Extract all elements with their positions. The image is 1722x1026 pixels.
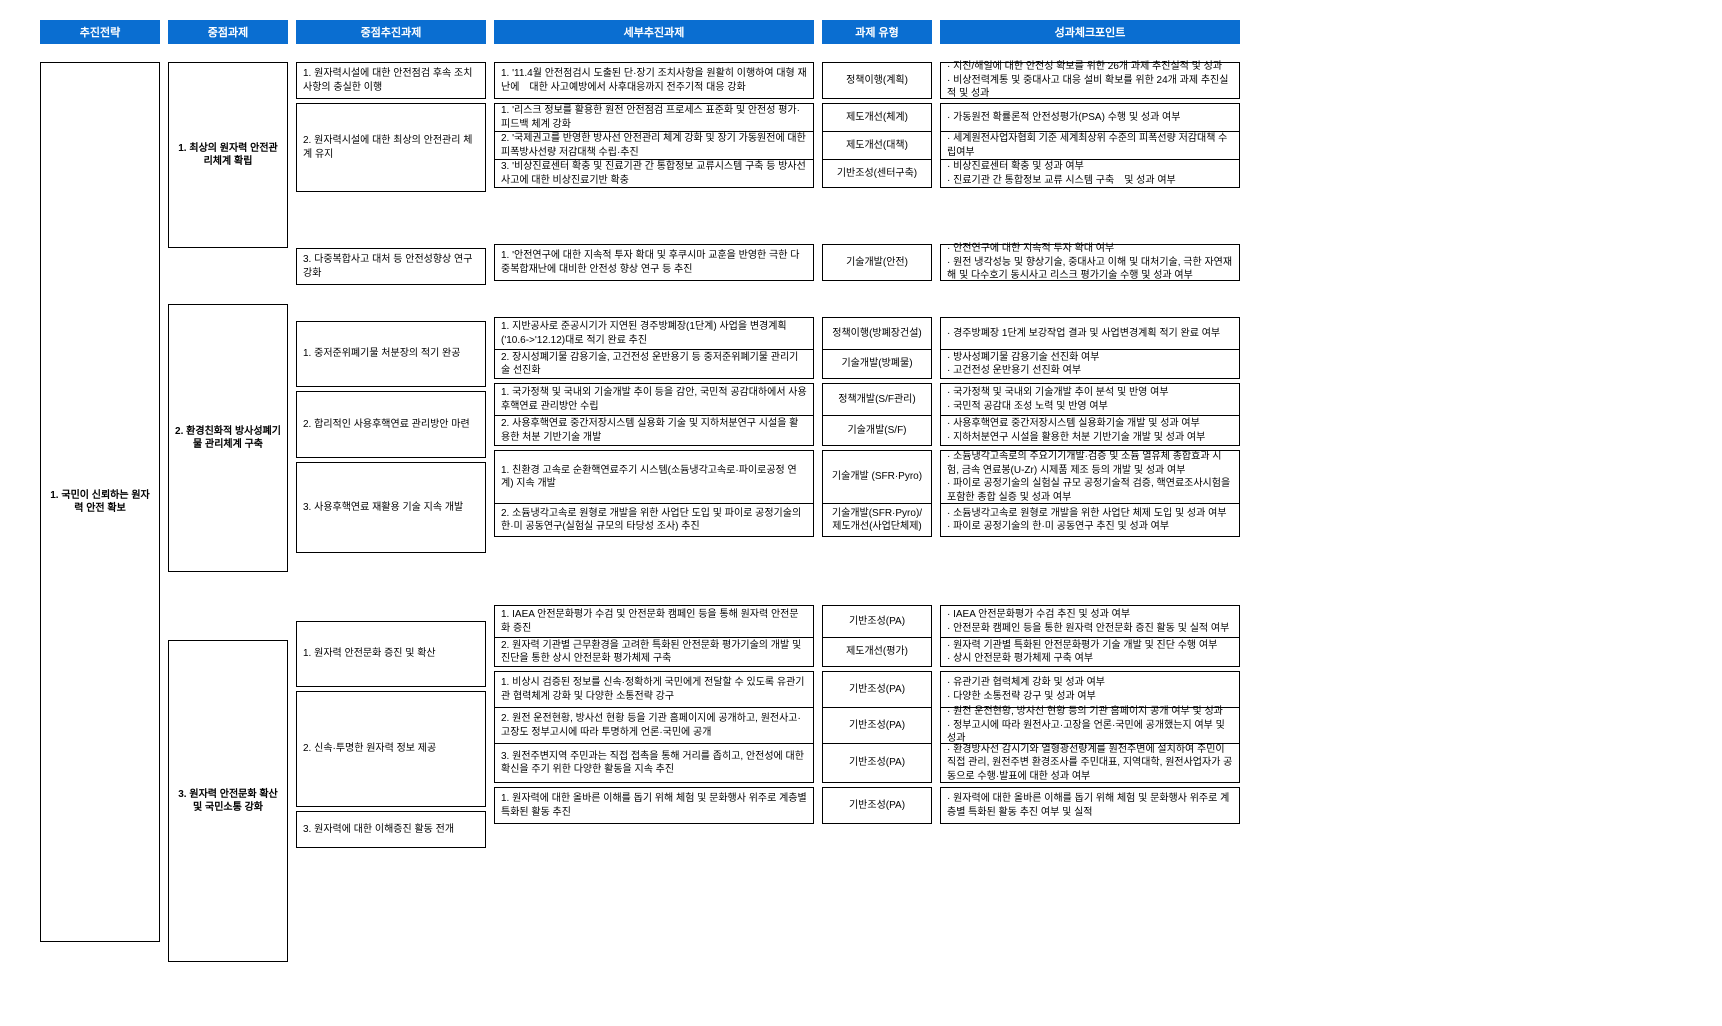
- type-box-5: 정책이행(방폐장건설): [822, 317, 932, 349]
- focus-box-4: 2. 합리적인 사용후핵연료 관리방안 마련: [296, 391, 486, 458]
- detail-box-12: 2. 원자력 기관별 근무환경을 고려한 특화된 안전문화 평가기술의 개발 및…: [494, 637, 814, 667]
- type-box-8: 기술개발(S/F): [822, 415, 932, 446]
- check-box-13: · 유관기관 협력체계 강화 및 성과 여부· 다양한 소통전략 강구 및 성과…: [940, 671, 1240, 707]
- detail-box-2: 2. '국제권고를 반영한 방사선 안전관리 체계 강화 및 장기 가동원전에 …: [494, 131, 814, 159]
- check-box-3: · 비상진료센터 확충 및 성과 여부· 진료기관 간 통합정보 교류 시스템 …: [940, 159, 1240, 188]
- check-box-6: · 방사성폐기물 감용기술 선진화 여부· 고건전성 운반용기 선진화 여부: [940, 349, 1240, 379]
- type-box-16: 기반조성(PA): [822, 787, 932, 824]
- major-box-2: 3. 원자력 안전문화 확산 및 국민소통 강화: [168, 640, 288, 962]
- type-box-14: 기반조성(PA): [822, 707, 932, 743]
- header-check: 성과체크포인트: [940, 20, 1240, 44]
- check-box-0: · 지진/해일에 대한 안전성 확보를 위한 26개 과제 추진실적 및 성과·…: [940, 62, 1240, 99]
- detail-box-16: 1. 원자력에 대한 올바른 이해를 돕기 위해 체험 및 문화행사 위주로 계…: [494, 787, 814, 824]
- header-strategy: 추진전략: [40, 20, 160, 44]
- type-box-3: 기반조성(센터구축): [822, 159, 932, 188]
- major-box-0: 1. 최상의 원자력 안전관리체계 확립: [168, 62, 288, 248]
- strategy-box: 1. 국민이 신뢰하는 원자력 안전 확보: [40, 62, 160, 942]
- type-box-1: 제도개선(체계): [822, 103, 932, 131]
- check-box-2: · 세계원전사업자협회 기준 세계최상위 수준의 피폭선량 저감대책 수립여부: [940, 131, 1240, 159]
- type-box-10: 기술개발(SFR·Pyro)/제도개선(사업단체제): [822, 503, 932, 537]
- type-box-7: 정책개발(S/F관리): [822, 383, 932, 415]
- type-box-0: 정책이행(계획): [822, 62, 932, 99]
- type-box-13: 기반조성(PA): [822, 671, 932, 707]
- detail-box-10: 2. 소듐냉각고속로 원형로 개발을 위한 사업단 도입 및 파이로 공정기술의…: [494, 503, 814, 537]
- type-box-11: 기반조성(PA): [822, 605, 932, 637]
- strategy-label: 1. 국민이 신뢰하는 원자력 안전 확보: [47, 489, 153, 516]
- major-box-1: 2. 환경친화적 방사성폐기물 관리체계 구축: [168, 304, 288, 572]
- check-box-14: · 원전 운전현황, 방사선 현황 등의 기관 홈페이지 공개 여부 및 성과·…: [940, 707, 1240, 743]
- header-focus: 중점추진과제: [296, 20, 486, 44]
- check-box-9: · 소듐냉각고속로의 주요기기개발·검증 및 소듐 열유체 종합효과 시험, 금…: [940, 450, 1240, 503]
- check-box-5: · 경주방폐장 1단계 보강작업 결과 및 사업변경계획 적기 완료 여부: [940, 317, 1240, 349]
- check-box-12: · 원자력 기관별 특화된 안전문화평가 기술 개발 및 진단 수행 여부· 상…: [940, 637, 1240, 667]
- focus-box-6: 1. 원자력 안전문화 증진 및 확산: [296, 621, 486, 687]
- header-detail: 세부추진과제: [494, 20, 814, 44]
- check-box-4: · 안전연구에 대한 지속적 투자 확대 여부· 원전 냉각성능 및 향상기술,…: [940, 244, 1240, 281]
- focus-box-3: 1. 중저준위폐기물 처분장의 적기 완공: [296, 321, 486, 387]
- detail-box-9: 1. 친환경 고속로 순환핵연료주기 시스템(소듐냉각고속로·파이로공정 연계)…: [494, 450, 814, 503]
- detail-box-14: 2. 원전 운전현황, 방사선 현황 등을 기관 홈페이지에 공개하고, 원전사…: [494, 707, 814, 743]
- header-type: 과제 유형: [822, 20, 932, 44]
- detail-box-8: 2. 사용후핵연료 중간저장시스템 실용화 기술 및 지하처분연구 시설을 활용…: [494, 415, 814, 446]
- detail-box-11: 1. IAEA 안전문화평가 수검 및 안전문화 캠페인 등을 통해 원자력 안…: [494, 605, 814, 637]
- type-box-9: 기술개발 (SFR·Pyro): [822, 450, 932, 503]
- check-box-16: · 원자력에 대한 올바른 이해를 돕기 위해 체험 및 문화행사 위주로 계층…: [940, 787, 1240, 824]
- type-box-12: 제도개선(평가): [822, 637, 932, 667]
- focus-box-8: 3. 원자력에 대한 이해증진 활동 전개: [296, 811, 486, 848]
- detail-box-6: 2. 장시성폐기물 감용기술, 고건전성 운반용기 등 중저준위폐기물 관리기술…: [494, 349, 814, 379]
- focus-box-0: 1. 원자력시설에 대한 안전점검 후속 조치사항의 충실한 이행: [296, 62, 486, 99]
- check-box-7: · 국가정책 및 국내외 기술개발 추이 분석 및 반영 여부· 국민적 공감대…: [940, 383, 1240, 415]
- focus-box-7: 2. 신속·투명한 원자력 정보 제공: [296, 691, 486, 807]
- detail-box-5: 1. 지반공사로 준공시기가 지연된 경주방폐장(1단계) 사업을 변경계획('…: [494, 317, 814, 349]
- check-box-1: · 가동원전 확률론적 안전성평가(PSA) 수행 및 성과 여부: [940, 103, 1240, 131]
- detail-box-13: 1. 비상시 검증된 정보를 신속·정확하게 국민에게 전달할 수 있도록 유관…: [494, 671, 814, 707]
- type-box-4: 기술개발(안전): [822, 244, 932, 281]
- type-box-15: 기반조성(PA): [822, 743, 932, 783]
- check-box-8: · 사용후핵연료 중간저장시스템 실용화기술 개발 및 성과 여부· 지하처분연…: [940, 415, 1240, 446]
- detail-box-15: 3. 원전주변지역 주민과는 직접 접촉을 통해 거리를 좁히고, 안전성에 대…: [494, 743, 814, 783]
- focus-box-2: 3. 다중복합사고 대처 등 안전성향상 연구 강화: [296, 248, 486, 285]
- check-box-15: · 환경방사선 감시기와 열형광선량계를 원전주변에 설치하여 주민이 직접 관…: [940, 743, 1240, 783]
- focus-box-5: 3. 사용후핵연료 재활용 기술 지속 개발: [296, 462, 486, 553]
- detail-box-0: 1. '11.4월 안전점검시 도출된 단·장기 조치사항을 원활히 이행하여 …: [494, 62, 814, 99]
- check-box-10: · 소듐냉각고속로 원형로 개발을 위한 사업단 체제 도입 및 성과 여부· …: [940, 503, 1240, 537]
- type-box-2: 제도개선(대책): [822, 131, 932, 159]
- detail-box-1: 1. '리스크 정보를 활용한 원전 안전점검 프로세스 표준화 및 안전성 평…: [494, 103, 814, 131]
- type-box-6: 기술개발(방폐물): [822, 349, 932, 379]
- detail-box-7: 1. 국가정책 및 국내외 기술개발 추이 등을 감안, 국민적 공감대하에서 …: [494, 383, 814, 415]
- check-box-11: · IAEA 안전문화평가 수검 추진 및 성과 여부· 안전문화 캠페인 등을…: [940, 605, 1240, 637]
- header-major: 중점과제: [168, 20, 288, 44]
- focus-box-1: 2. 원자력시설에 대한 최상의 안전관리 체계 유지: [296, 103, 486, 192]
- detail-box-4: 1. '안전연구에 대한 지속적 투자 확대 및 후쿠시마 교훈을 반영한 극한…: [494, 244, 814, 281]
- detail-box-3: 3. '비상진료센터 확충 및 진료기관 간 통합정보 교류시스템 구축 등 방…: [494, 159, 814, 188]
